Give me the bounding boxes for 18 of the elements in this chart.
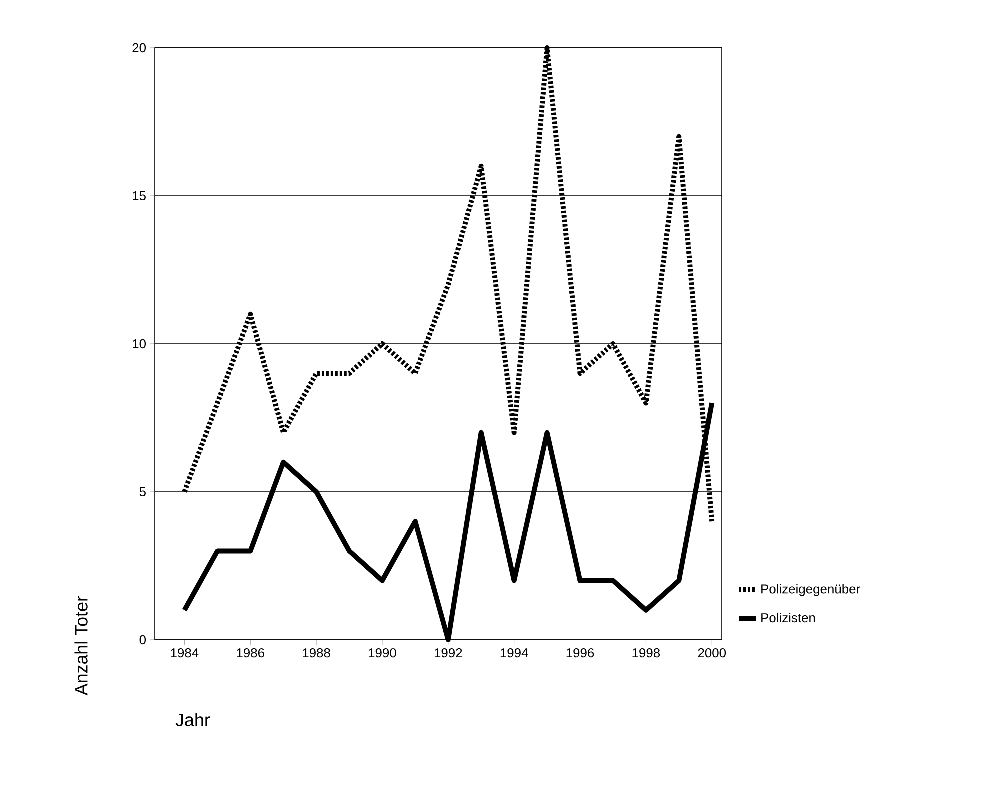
y-tick-label: 5: [140, 487, 146, 497]
x-tick-label: 2000: [698, 648, 726, 658]
legend-label: Polizisten: [762, 613, 816, 623]
x-tick-label: 1988: [303, 648, 330, 658]
y-tick-label: 10: [133, 339, 146, 349]
x-axis-title: Jahr: [176, 713, 210, 726]
y-tick-label: 20: [132, 43, 146, 53]
legend-label: Polizeigegenüber: [762, 584, 860, 596]
x-tick-label: 1984: [171, 648, 199, 658]
y-tick-label: 0: [140, 635, 146, 645]
x-tick-label: 1996: [566, 648, 594, 658]
x-tick-label: 1998: [632, 648, 660, 658]
x-tick-label: 1990: [369, 648, 396, 658]
x-tick-label: 1994: [500, 648, 528, 658]
x-tick-label: 1986: [237, 648, 264, 658]
x-tick-label: 1992: [434, 648, 462, 658]
y-tick-label: 15: [133, 191, 146, 201]
y-axis-title: Anzahl Toter: [74, 596, 88, 696]
